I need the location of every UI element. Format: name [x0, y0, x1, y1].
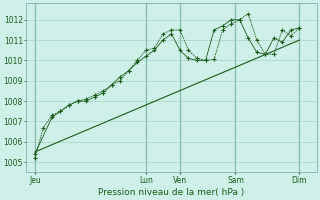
X-axis label: Pression niveau de la mer( hPa ): Pression niveau de la mer( hPa ) — [98, 188, 244, 197]
